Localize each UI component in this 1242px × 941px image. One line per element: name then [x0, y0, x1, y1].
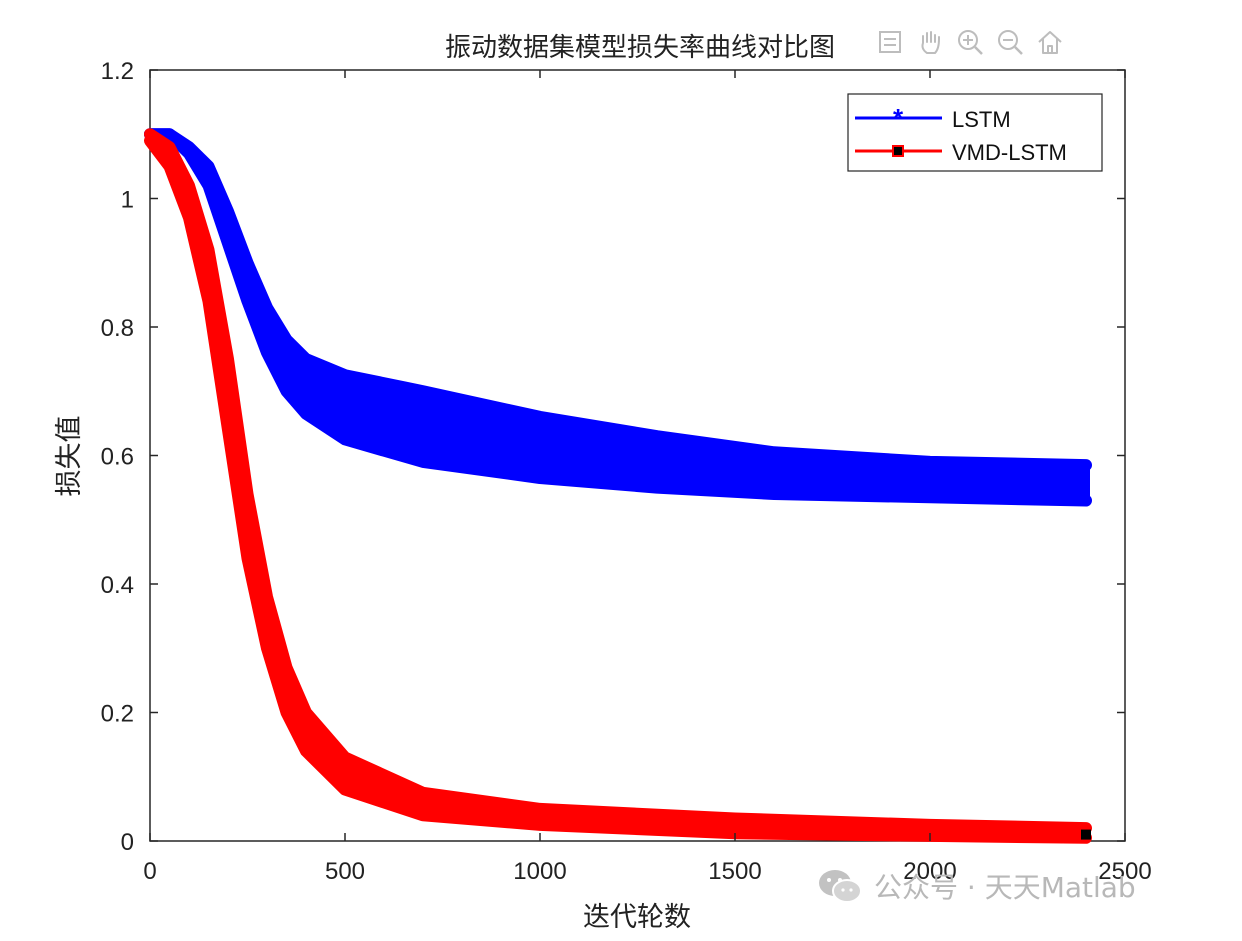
y-tick-label: 0.2: [101, 701, 134, 728]
x-tick-label: 500: [325, 858, 365, 885]
y-axis-label: 损失值: [54, 416, 85, 497]
series-upper-edge: [144, 128, 1092, 472]
tick-layer: 0 500 1000 1500 2000 2500 0 0.2 0.4 0.6 0.8 1 1.2: [101, 58, 1152, 885]
series-upper-edge: [144, 128, 1092, 835]
legend: * LSTM VMD-LSTM: [847, 93, 1103, 172]
zoom-out-icon: [998, 30, 1023, 55]
export-button[interactable]: [872, 22, 908, 62]
series-vmd-lstm: [144, 128, 1092, 844]
series-lower-edge: [144, 128, 1092, 507]
wechat-icon: [819, 870, 862, 903]
x-tick-label: 0: [143, 858, 156, 885]
home-icon: [1038, 31, 1062, 54]
x-tick-label: 1500: [708, 858, 761, 885]
zoom-in-button[interactable]: [952, 22, 988, 62]
figure-toolbar: [872, 22, 1068, 62]
legend-marker-lstm: *: [893, 103, 904, 133]
y-tick-label: 0.6: [101, 444, 134, 471]
x-tick-label: 2000: [903, 858, 956, 885]
y-tick-label: 0.4: [101, 572, 134, 599]
x-tick-label: 2500: [1098, 858, 1151, 885]
export-icon: [879, 31, 901, 53]
pan-icon: [921, 31, 940, 54]
y-tick-label: 0.8: [101, 315, 134, 342]
series-layer: [144, 128, 1092, 844]
y-tick-label: 1: [121, 187, 134, 214]
legend-label-vmd-lstm: VMD-LSTM: [952, 140, 1067, 165]
zoom-in-icon: [958, 30, 983, 55]
zoom-out-button[interactable]: [992, 22, 1028, 62]
y-tick-label: 0: [121, 829, 134, 856]
y-tick-label: 1.2: [101, 58, 134, 85]
series-end-marker: [1081, 829, 1091, 840]
chart-title: 振动数据集模型损失率曲线对比图: [445, 33, 835, 63]
legend-box: [847, 93, 1103, 172]
legend-label-lstm: LSTM: [952, 107, 1011, 132]
legend-marker-vmd-lstm: [892, 145, 904, 157]
watermark: 公众号 · 天天Matlab: [816, 866, 1136, 906]
pan-button[interactable]: [912, 22, 948, 62]
x-axis-label: 迭代轮数: [583, 902, 691, 933]
watermark-text: 公众号 · 天天Matlab: [874, 871, 1136, 904]
x-tick-label: 1000: [513, 858, 566, 885]
home-button[interactable]: [1032, 22, 1068, 62]
series-lower-edge: [144, 134, 1092, 844]
